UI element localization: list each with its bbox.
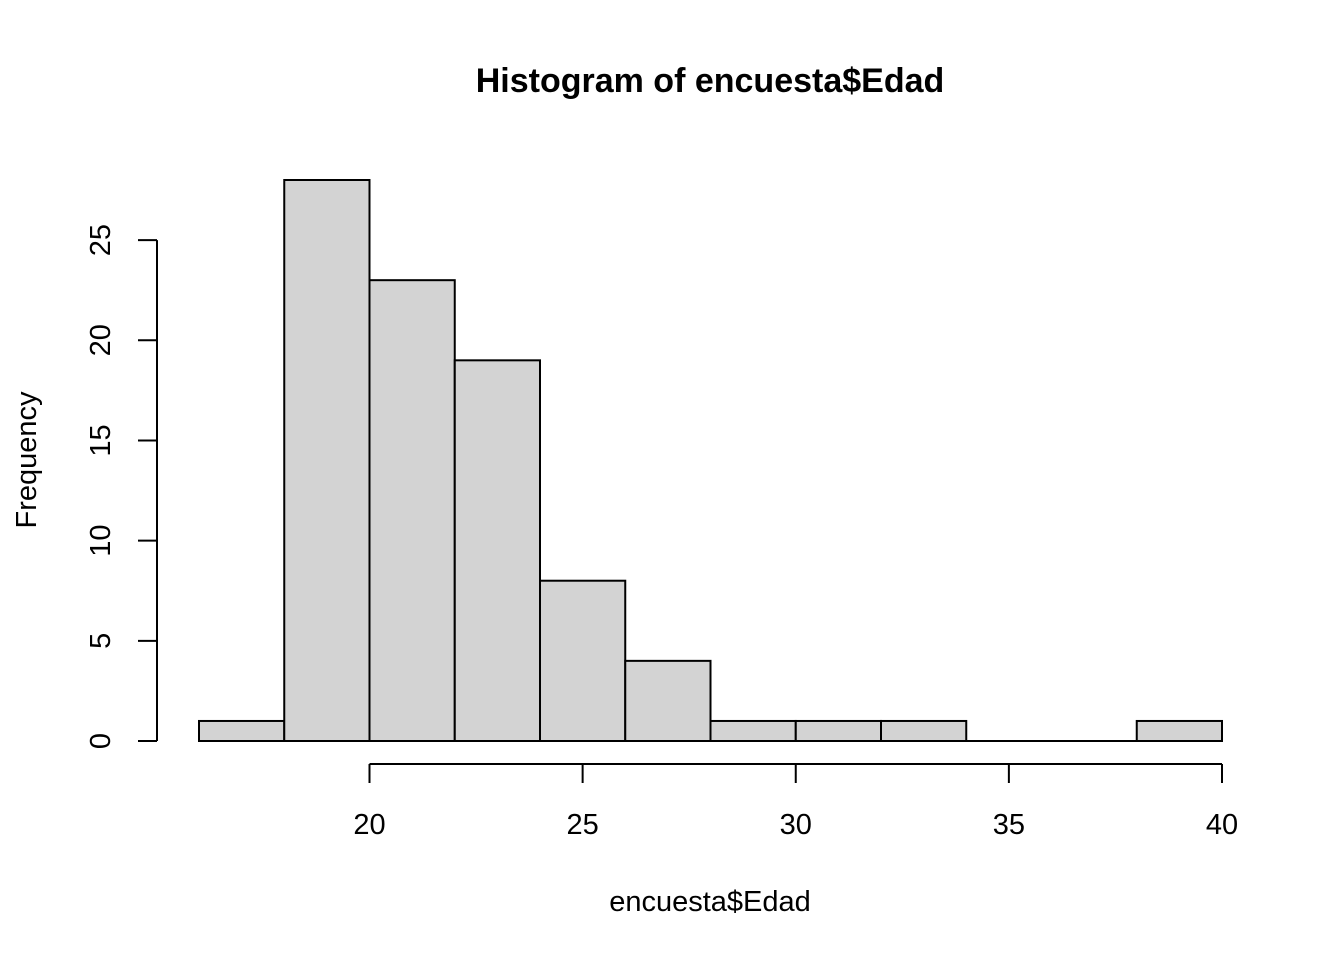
y-axis-label: Frequency	[11, 391, 43, 529]
histogram-bar-8	[880, 719, 968, 743]
y-tick-label-15: 15	[85, 424, 117, 456]
y-tick-label-20: 20	[85, 324, 117, 356]
x-tick-label-25: 25	[566, 809, 598, 841]
histogram-bar-0	[198, 719, 286, 743]
histogram-bar-4	[539, 579, 627, 743]
histogram-bar-5	[624, 659, 712, 742]
y-tick-label-25: 25	[85, 224, 117, 256]
x-tick-label-35: 35	[993, 809, 1025, 841]
bars-group	[198, 179, 1223, 743]
x-tick-label-40: 40	[1206, 809, 1238, 841]
x-axis: 20 25 30 35 40	[353, 763, 1238, 841]
y-tick-label-10: 10	[85, 525, 117, 557]
y-axis: 0 5 10 15 20 25	[85, 224, 158, 749]
histogram-bar-2	[368, 279, 456, 742]
x-tick-label-30: 30	[780, 809, 812, 841]
histogram-bar-3	[453, 359, 541, 742]
histogram-bar-1	[283, 179, 371, 742]
x-tick-label-20: 20	[353, 809, 385, 841]
y-tick-label-5: 5	[85, 633, 117, 649]
histogram-bar-11	[1135, 719, 1223, 743]
x-axis-label: encuesta$Edad	[609, 886, 811, 918]
chart-title: Histogram of encuesta$Edad	[476, 62, 945, 100]
histogram-bar-7	[794, 719, 882, 743]
y-tick-label-0: 0	[85, 733, 117, 749]
histogram-bar-6	[709, 719, 797, 743]
